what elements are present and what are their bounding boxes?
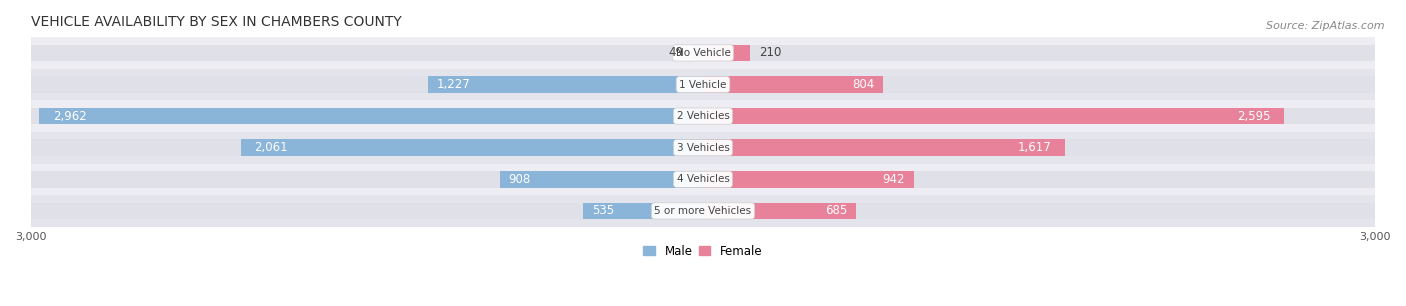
Text: Source: ZipAtlas.com: Source: ZipAtlas.com	[1267, 21, 1385, 32]
Text: No Vehicle: No Vehicle	[675, 48, 731, 58]
Bar	[31, 76, 703, 93]
Bar	[39, 108, 703, 124]
Text: 3 Vehicles: 3 Vehicles	[676, 143, 730, 153]
Bar	[31, 163, 1375, 195]
Bar	[31, 140, 703, 156]
Text: VEHICLE AVAILABILITY BY SEX IN CHAMBERS COUNTY: VEHICLE AVAILABILITY BY SEX IN CHAMBERS …	[31, 15, 402, 29]
Bar	[499, 171, 703, 188]
Text: 1,227: 1,227	[437, 78, 471, 91]
Text: 210: 210	[759, 47, 782, 59]
Bar	[703, 76, 1375, 93]
Text: 4 Vehicles: 4 Vehicles	[676, 174, 730, 184]
Text: 2,962: 2,962	[52, 110, 86, 123]
Bar	[31, 195, 1375, 227]
Bar	[703, 140, 1066, 156]
Bar	[703, 45, 1375, 61]
Bar	[583, 203, 703, 219]
Text: 2 Vehicles: 2 Vehicles	[676, 111, 730, 121]
Text: 1,617: 1,617	[1018, 141, 1052, 154]
Bar	[703, 203, 856, 219]
Bar	[703, 76, 883, 93]
Bar	[31, 108, 703, 124]
Text: 685: 685	[825, 204, 848, 217]
Bar	[31, 37, 1375, 69]
Bar	[31, 45, 703, 61]
Text: 942: 942	[883, 173, 905, 186]
Text: 5 or more Vehicles: 5 or more Vehicles	[654, 206, 752, 216]
Bar	[703, 203, 1375, 219]
Bar	[703, 171, 1375, 188]
Text: 2,595: 2,595	[1237, 110, 1271, 123]
Bar	[31, 132, 1375, 163]
Bar	[31, 171, 703, 188]
Bar	[31, 203, 703, 219]
Bar	[703, 140, 1375, 156]
Bar	[703, 171, 914, 188]
Bar	[692, 45, 703, 61]
Bar	[31, 69, 1375, 100]
Text: 535: 535	[592, 204, 614, 217]
Bar	[427, 76, 703, 93]
Text: 804: 804	[852, 78, 875, 91]
Bar	[242, 140, 703, 156]
Text: 2,061: 2,061	[254, 141, 288, 154]
Legend: Male, Female: Male, Female	[638, 240, 768, 263]
Bar	[703, 45, 749, 61]
Bar	[31, 100, 1375, 132]
Text: 49: 49	[668, 47, 683, 59]
Text: 1 Vehicle: 1 Vehicle	[679, 80, 727, 90]
Text: 908: 908	[509, 173, 530, 186]
Bar	[703, 108, 1375, 124]
Bar	[703, 108, 1285, 124]
